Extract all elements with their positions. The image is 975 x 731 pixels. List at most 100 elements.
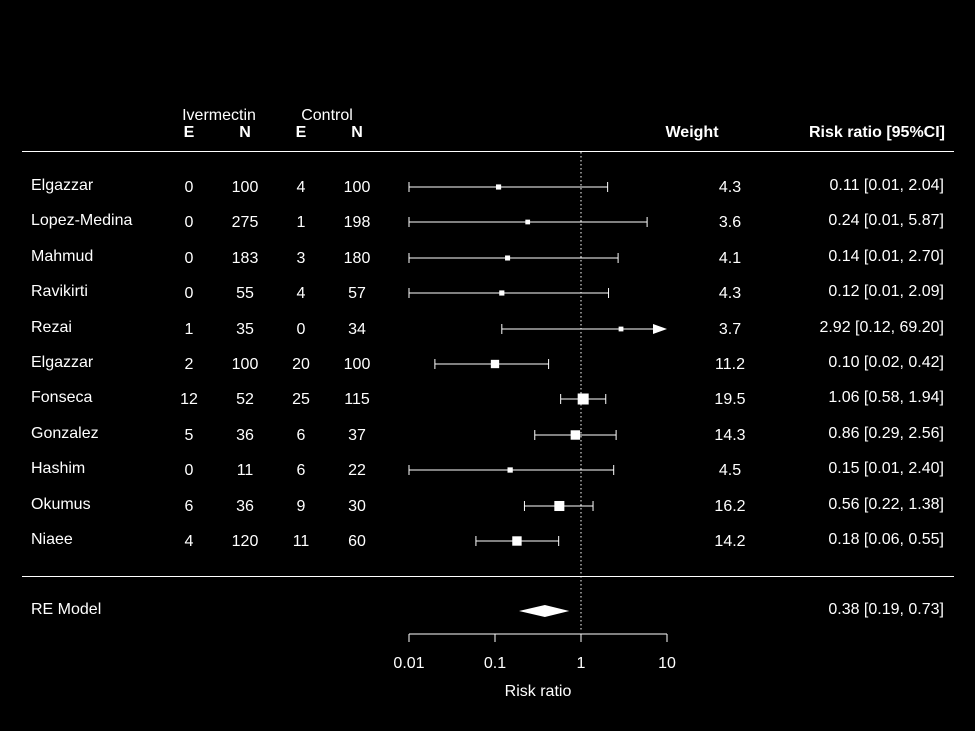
study-weight: 14.2: [714, 533, 746, 550]
summary-diamond: [518, 605, 570, 617]
study-ci-text: 0.14 [0.01, 2.70]: [828, 248, 944, 265]
ivermectin-n: 183: [231, 250, 259, 267]
point-estimate: [512, 536, 522, 546]
ivermectin-n: 11: [236, 462, 254, 479]
study-ci-text: 0.12 [0.01, 2.09]: [828, 283, 944, 300]
study-name: Gonzalez: [31, 425, 99, 442]
ivermectin-n: 100: [231, 179, 259, 196]
header-separator-line: [22, 151, 954, 152]
ivermectin-events: 0: [184, 179, 194, 196]
weight-header: Weight: [665, 124, 719, 141]
study-name: Niaee: [31, 531, 73, 548]
ivermectin-events: 6: [184, 498, 194, 515]
control-events: 6: [296, 462, 306, 479]
study-name: Elgazzar: [31, 177, 94, 194]
study-name: Rezai: [31, 319, 72, 336]
ivermectin-events: 5: [184, 427, 194, 444]
control-n: 30: [348, 498, 366, 515]
point-estimate: [570, 430, 581, 440]
ivermectin-n: 35: [236, 321, 254, 338]
summary-label: RE Model: [31, 601, 102, 618]
control-n: 100: [343, 179, 371, 196]
point-estimate: [505, 255, 511, 261]
ivermectin-group-header: Ivermectin: [182, 107, 256, 124]
control-n: 115: [344, 391, 370, 408]
control-n: 57: [348, 285, 366, 302]
ivermectin-n: 36: [236, 498, 254, 515]
point-estimate: [577, 393, 589, 405]
study-ci-text: 0.18 [0.06, 0.55]: [828, 531, 944, 548]
point-estimate: [554, 500, 565, 512]
point-estimate: [618, 326, 624, 332]
study-name: Elgazzar: [31, 354, 94, 371]
study-weight: 16.2: [714, 498, 746, 515]
control-events: 1: [296, 214, 306, 231]
ivermectin-n: 52: [236, 391, 254, 408]
ivermectin-events: 4: [184, 533, 194, 550]
ivermectin-events: 12: [180, 391, 198, 408]
study-weight: 4.3: [718, 179, 742, 196]
ivermectin-events-header: E: [183, 124, 195, 141]
ivermectin-events: 0: [184, 250, 194, 267]
ivermectin-events: 1: [184, 321, 194, 338]
study-ci-text: 0.86 [0.29, 2.56]: [828, 425, 944, 442]
study-name: Ravikirti: [31, 283, 88, 300]
ivermectin-n: 36: [236, 427, 254, 444]
point-estimate: [490, 359, 500, 369]
x-tick-label: 0.1: [484, 655, 506, 672]
control-n: 180: [343, 250, 371, 267]
x-tick-label: 0.01: [393, 655, 424, 672]
study-name: Okumus: [31, 496, 91, 513]
study-ci-text: 0.24 [0.01, 5.87]: [828, 212, 944, 229]
control-n: 37: [348, 427, 366, 444]
study-name: Mahmud: [31, 248, 94, 265]
x-tick-label: 10: [658, 655, 676, 672]
ivermectin-events: 0: [184, 462, 194, 479]
study-weight: 19.5: [714, 391, 746, 408]
summary-ci-text: 0.38 [0.19, 0.73]: [828, 601, 944, 618]
ivermectin-n-header: N: [239, 124, 251, 141]
ivermectin-events: 0: [184, 214, 194, 231]
study-ci-text: 1.06 [0.58, 1.94]: [828, 389, 944, 406]
x-tick-label: 1: [577, 655, 586, 672]
ivermectin-events: 2: [184, 356, 194, 373]
control-events: 0: [296, 321, 306, 338]
ivermectin-n: 275: [231, 214, 259, 231]
ci-arrow-right: [653, 324, 667, 334]
study-ci-text: 0.56 [0.22, 1.38]: [828, 496, 944, 513]
control-group-header: Control: [301, 107, 353, 124]
control-n: 100: [343, 356, 371, 373]
control-events: 9: [296, 498, 306, 515]
point-estimate: [507, 467, 513, 473]
study-weight: 11.2: [715, 356, 745, 373]
control-n: 22: [348, 462, 366, 479]
study-name: Fonseca: [31, 389, 93, 406]
risk-ratio-ci-header: Risk ratio [95%CI]: [808, 124, 945, 141]
summary-separator-line: [22, 576, 954, 577]
ivermectin-events: 0: [184, 285, 194, 302]
study-weight: 14.3: [714, 427, 746, 444]
study-weight: 3.7: [718, 321, 742, 338]
point-estimate: [525, 219, 531, 225]
control-events: 3: [296, 250, 306, 267]
control-events: 4: [296, 285, 306, 302]
point-estimate: [499, 290, 505, 296]
control-n-header: N: [351, 124, 363, 141]
control-n: 60: [348, 533, 366, 550]
control-events: 11: [292, 533, 310, 550]
ivermectin-n: 100: [231, 356, 259, 373]
study-name: Lopez-Medina: [31, 212, 133, 229]
control-n: 198: [343, 214, 371, 231]
study-weight: 4.5: [718, 462, 742, 479]
ivermectin-n: 55: [236, 285, 254, 302]
x-axis-label: Risk ratio: [504, 683, 572, 700]
ivermectin-n: 120: [231, 533, 259, 550]
study-ci-text: 0.10 [0.02, 0.42]: [828, 354, 944, 371]
point-estimate: [495, 184, 502, 190]
study-weight: 4.3: [718, 285, 742, 302]
control-events: 6: [296, 427, 306, 444]
study-weight: 3.6: [718, 214, 742, 231]
study-ci-text: 2.92 [0.12, 69.20]: [819, 319, 944, 336]
control-events: 20: [292, 356, 310, 373]
